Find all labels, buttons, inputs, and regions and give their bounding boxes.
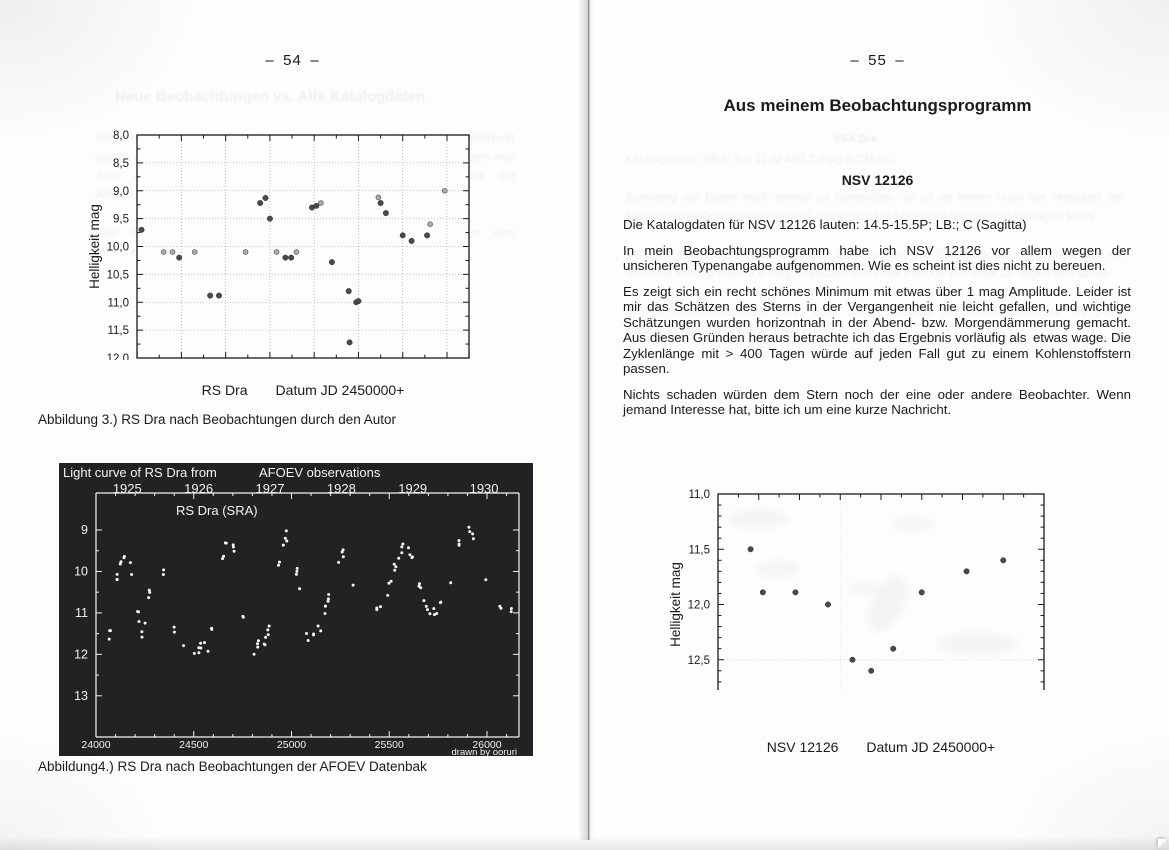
svg-text:11,0: 11,0 bbox=[688, 489, 710, 501]
svg-text:12,5: 12,5 bbox=[688, 655, 710, 667]
svg-text:11,5: 11,5 bbox=[688, 544, 710, 556]
svg-text:1926: 1926 bbox=[184, 481, 213, 496]
svg-text:9,5: 9,5 bbox=[113, 214, 129, 226]
svg-text:1928: 1928 bbox=[327, 481, 356, 496]
svg-text:10,5: 10,5 bbox=[107, 269, 129, 281]
svg-text:25500: 25500 bbox=[375, 739, 404, 751]
svg-text:11,5: 11,5 bbox=[107, 325, 129, 337]
svg-text:Helligkeit mag: Helligkeit mag bbox=[668, 562, 683, 647]
svg-text:11: 11 bbox=[75, 606, 88, 620]
svg-text:24500: 24500 bbox=[179, 739, 208, 751]
svg-text:11,0: 11,0 bbox=[107, 297, 129, 309]
svg-text:1927: 1927 bbox=[256, 481, 285, 496]
svg-text:1929: 1929 bbox=[398, 481, 427, 496]
svg-text:10,0: 10,0 bbox=[107, 242, 129, 254]
svg-text:10: 10 bbox=[74, 564, 88, 578]
svg-text:8,0: 8,0 bbox=[113, 130, 129, 142]
svg-text:12: 12 bbox=[74, 647, 88, 661]
svg-text:13: 13 bbox=[74, 689, 88, 703]
svg-text:Helligkeit mag: Helligkeit mag bbox=[87, 204, 102, 289]
svg-text:Light curve of RS Dra from: Light curve of RS Dra from bbox=[63, 465, 217, 480]
svg-text:drawn by ooruri: drawn by ooruri bbox=[452, 747, 517, 756]
svg-text:12,0: 12,0 bbox=[688, 600, 710, 612]
svg-text:9: 9 bbox=[81, 523, 88, 537]
svg-text:RS Dra (SRA): RS Dra (SRA) bbox=[176, 503, 258, 518]
svg-text:8,5: 8,5 bbox=[113, 158, 129, 170]
svg-text:1925: 1925 bbox=[113, 481, 142, 496]
svg-text:12,0: 12,0 bbox=[107, 353, 129, 360]
svg-text:AFOEV observations: AFOEV observations bbox=[259, 465, 381, 480]
svg-text:1930: 1930 bbox=[470, 481, 499, 496]
svg-text:24000: 24000 bbox=[81, 739, 110, 751]
svg-text:25000: 25000 bbox=[277, 739, 306, 751]
svg-text:9,0: 9,0 bbox=[113, 186, 129, 198]
